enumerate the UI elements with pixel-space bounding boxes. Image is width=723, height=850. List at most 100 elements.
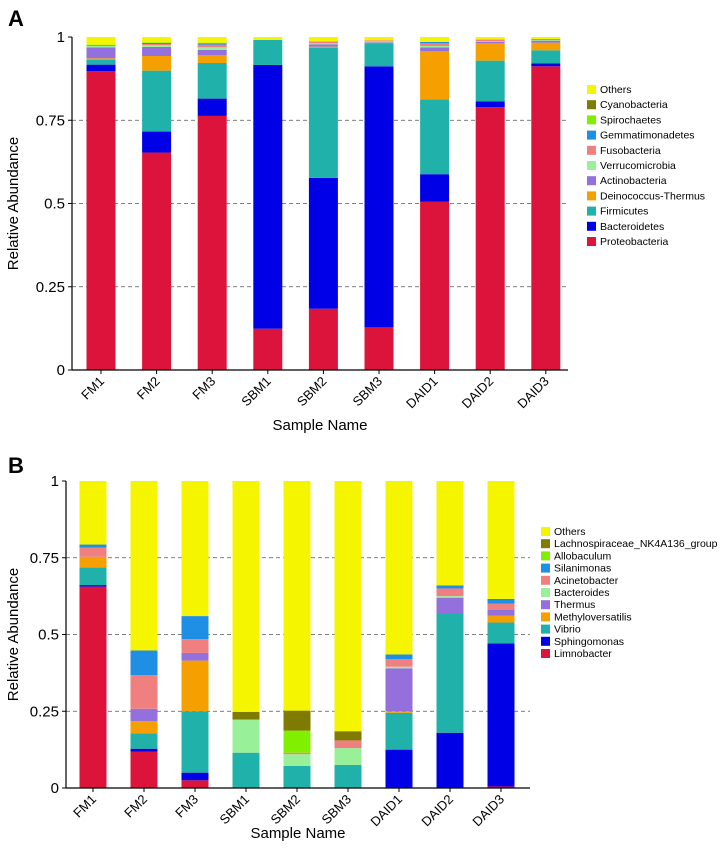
y-tick-label: 1 xyxy=(57,29,65,46)
x-tick-label: DAID2 xyxy=(418,792,456,830)
bar-segment-sbm1-lachnospiraceae-nk4a136-group xyxy=(232,711,260,720)
x-tick-label: FM3 xyxy=(189,374,218,403)
panel-label: A xyxy=(8,6,24,31)
bar-segment-daid3-deinococcus-thermus xyxy=(531,42,561,51)
bar-segment-daid1-methyloversatilis xyxy=(385,711,413,713)
bar-segment-daid3-verrucomicrobia xyxy=(531,39,561,41)
legend-label: Thermus xyxy=(554,599,595,611)
bar-segment-daid1-vibrio xyxy=(385,712,413,750)
bar-segment-sbm3-verrucomicrobia xyxy=(364,41,394,43)
legend-label: Silanimonas xyxy=(554,563,611,575)
bar-segment-fm2-methyloversatilis xyxy=(130,721,158,734)
bar-segment-fm2-firmicutes xyxy=(142,70,172,132)
bar-segment-daid2-others xyxy=(436,481,464,586)
legend-swatch xyxy=(541,527,550,536)
y-tick-label: 0.75 xyxy=(36,112,65,129)
legend-label: Firmicutes xyxy=(600,206,648,218)
bar-segment-fm2-others xyxy=(142,37,172,43)
bar-segment-fm3-proteobacteria xyxy=(197,115,227,371)
bar-segment-daid2-proteobacteria xyxy=(475,107,505,370)
legend-label: Bacteroides xyxy=(554,587,609,599)
legend-swatch xyxy=(587,100,596,110)
bar-segment-sbm1-vibrio xyxy=(232,752,260,788)
bar-segment-fm3-methyloversatilis xyxy=(181,660,209,712)
bar-segment-sbm1-others xyxy=(232,481,260,712)
y-tick-label: 0.25 xyxy=(36,279,65,296)
legend-label: Others xyxy=(600,84,632,96)
bar-segment-sbm2-others xyxy=(283,481,311,711)
bar-segment-fm2-actinobacteria xyxy=(142,46,172,56)
bar-segment-fm3-deinococcus-thermus xyxy=(197,55,227,63)
x-tick-label: SBM1 xyxy=(238,374,274,410)
bar-segment-fm1-fusobacteria xyxy=(86,45,116,46)
legend-label: Limnobacter xyxy=(554,648,612,660)
legend-label: Cyanobacteria xyxy=(600,99,668,111)
bar-segment-daid1-actinobacteria xyxy=(420,47,450,51)
legend-label: Lachnospiraceae_NK4A136_group xyxy=(554,538,718,550)
y-tick-label: 1 xyxy=(51,473,59,490)
bar-segment-fm3-silanimonas xyxy=(181,616,209,640)
bar-segment-daid3-others xyxy=(531,37,561,39)
bar-segment-fm3-actinobacteria xyxy=(197,49,227,56)
legend-label: Others xyxy=(554,526,586,538)
bar-segment-fm3-spirochaetes xyxy=(197,42,227,44)
bar-segment-daid3-vibrio xyxy=(487,622,515,644)
bar-segment-fm2-limnobacter xyxy=(130,751,158,788)
legend-label: Verrucomicrobia xyxy=(600,160,676,172)
x-tick-label: SBM2 xyxy=(267,792,303,828)
bar-segment-fm2-thermus xyxy=(130,708,158,722)
bar-segment-fm3-others xyxy=(197,37,227,43)
legend-swatch xyxy=(587,145,596,155)
bar-segment-daid1-thermus xyxy=(385,668,413,712)
bar-segment-sbm3-bacteroides xyxy=(334,748,362,765)
bar-segment-fm2-proteobacteria xyxy=(142,152,172,370)
legend-label: Fusobacteria xyxy=(600,145,661,157)
bar-segment-sbm2-allobaculum xyxy=(283,730,311,753)
bar-segment-fm3-others xyxy=(181,481,209,617)
bar-segment-fm2-bacteroidetes xyxy=(142,131,172,153)
bar-segment-fm3-thermus xyxy=(181,652,209,661)
bar-segment-daid3-silanimonas xyxy=(487,598,515,604)
bar-segment-daid2-others xyxy=(475,37,505,40)
bar-segment-daid2-deinococcus-thermus xyxy=(475,43,505,61)
legend-swatch xyxy=(587,206,596,216)
legend-swatch xyxy=(541,575,550,585)
legend-swatch xyxy=(587,85,596,94)
bar-segment-fm2-vibrio xyxy=(130,733,158,749)
legend-swatch xyxy=(541,588,550,597)
bar-segment-daid3-others xyxy=(487,481,515,599)
bar-segment-daid1-others xyxy=(420,37,450,42)
y-axis-title: Relative Abundance xyxy=(5,137,22,270)
bar-segment-daid3-actinobacteria xyxy=(531,40,561,43)
x-tick-label: FM3 xyxy=(172,792,201,821)
legend-swatch xyxy=(541,649,550,658)
legend-swatch xyxy=(587,176,596,186)
bar-segment-fm1-deinococcus-thermus xyxy=(86,58,116,60)
bar-segment-fm3-gemmatimonadetes xyxy=(197,43,227,45)
legend-swatch xyxy=(541,539,550,549)
bar-segment-sbm2-deinococcus-thermus xyxy=(308,46,338,48)
bar-segment-sbm3-others xyxy=(364,37,394,41)
bar-segment-sbm2-others xyxy=(308,37,338,42)
bar-segment-sbm3-firmicutes xyxy=(364,43,394,67)
bar-segment-fm3-bacteroidetes xyxy=(197,98,227,116)
bar-segment-fm1-methyloversatilis xyxy=(79,556,107,568)
legend-label: Spirochaetes xyxy=(600,114,661,126)
legend-swatch xyxy=(541,636,550,646)
bar-segment-sbm1-firmicutes xyxy=(253,39,283,65)
bar-segment-fm2-acinetobacter xyxy=(130,675,158,709)
y-tick-label: 0.75 xyxy=(30,550,59,567)
legend-swatch xyxy=(541,551,550,561)
bar-segment-fm1-limnobacter xyxy=(79,586,107,788)
bar-segment-sbm2-bacteroides xyxy=(283,754,311,766)
x-tick-label: DAID2 xyxy=(459,374,497,412)
legend-label: Vibrio xyxy=(554,624,581,636)
bar-segment-daid1-verrucomicrobia xyxy=(420,45,450,48)
bar-segment-daid1-acinetobacter xyxy=(385,659,413,667)
bar-segment-sbm2-bacteroidetes xyxy=(308,177,338,309)
bar-segment-daid1-deinococcus-thermus xyxy=(420,50,450,100)
x-tick-label: SBM1 xyxy=(216,792,252,828)
bar-segment-fm3-fusobacteria xyxy=(197,44,227,48)
bar-segment-fm3-verrucomicrobia xyxy=(197,47,227,50)
chart-panel-a: A FM1 FM2 FM3 SBM1 SBM2 SBM3 DAID1 DAID2 DAID3 0 0.… xyxy=(5,6,705,434)
